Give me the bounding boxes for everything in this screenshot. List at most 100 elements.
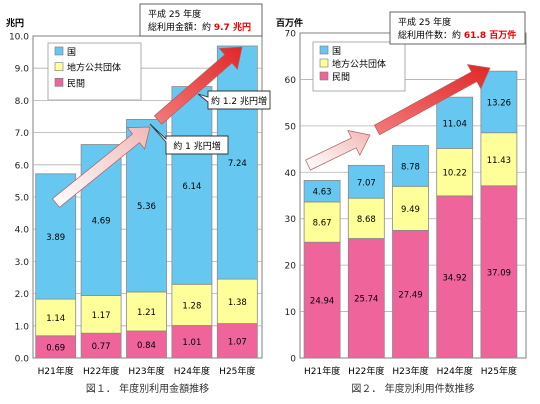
legend-box: [47, 42, 142, 101]
x-tick-label: H24年度: [174, 365, 210, 377]
callout-line1: 平成 25 年度: [398, 16, 451, 28]
bar-minkan: [480, 185, 518, 359]
bar-kuni: [392, 145, 429, 187]
y-tick-label: 2.0: [15, 290, 30, 300]
legend-label: 民間: [67, 78, 85, 89]
bar-chiho: [303, 201, 341, 243]
legend-swatch: [54, 62, 64, 71]
x-tick-label: H24年度: [437, 365, 473, 377]
callout-box: [389, 11, 526, 45]
x-tick-label: H25年度: [219, 365, 255, 377]
data-label: 3.89: [46, 233, 65, 243]
y-tick-label: 4.0: [15, 226, 30, 236]
callout-prefix: 総利用金額：約: [148, 21, 214, 33]
data-label: 37.09: [487, 268, 511, 278]
y-tick-label: 70: [285, 30, 297, 40]
data-label: 1.01: [182, 338, 201, 348]
data-label: 4.69: [92, 217, 111, 227]
legend-label: 国: [67, 47, 76, 58]
legend-swatch: [54, 46, 64, 56]
y-tick-label: 0: [290, 355, 296, 365]
y-tick-label: 5.0: [15, 194, 30, 204]
callout-line2: 総利用金額：約 9.7 兆円: [148, 21, 251, 33]
data-label: 4.63: [313, 188, 332, 198]
y-tick-label: 8.0: [15, 97, 30, 107]
x-tick-label: H23年度: [128, 365, 164, 377]
y-tick-label: 30: [285, 215, 297, 225]
data-label: 8.68: [357, 215, 376, 225]
legend-box: [312, 41, 406, 92]
callout-line1: 平成 25 年度: [148, 8, 201, 20]
y-tick-label: 10: [285, 308, 297, 318]
bar-minkan: [171, 325, 213, 359]
y-tick-label: 50: [285, 122, 297, 132]
legend-swatch: [319, 58, 329, 68]
y-tick-label: 60: [285, 76, 297, 86]
legend-swatch: [319, 45, 329, 55]
y-tick-label: 7.0: [15, 129, 30, 139]
y-tick-label: 1.0: [15, 322, 30, 332]
bar-chiho: [480, 132, 518, 187]
data-label: 8.78: [401, 162, 420, 172]
legend-swatch: [319, 71, 329, 81]
bar-chiho: [392, 185, 429, 231]
data-label: 0.77: [92, 342, 111, 352]
growth-arrow: [373, 64, 491, 136]
bar-chiho: [216, 278, 258, 324]
bar-kuni: [347, 164, 385, 199]
callout-value: 61.8 百万件: [464, 29, 516, 41]
legend-label: 国: [332, 46, 341, 57]
y-tick-label: 9.0: [15, 65, 30, 75]
bar-minkan: [436, 195, 474, 359]
x-tick-label: H21年度: [38, 365, 74, 377]
bar-chiho: [347, 197, 385, 239]
data-label: 25.74: [354, 295, 378, 305]
y-tick-label: 20: [285, 262, 297, 272]
data-label: 0.69: [46, 343, 65, 353]
annotation-box: [149, 123, 229, 155]
data-label: 10.22: [443, 169, 467, 179]
data-label: 1.07: [228, 337, 247, 347]
x-tick-label: H22年度: [348, 365, 384, 377]
bar-kuni: [436, 96, 474, 149]
x-tick-label: H21年度: [304, 365, 340, 377]
legend-label: 民間: [332, 72, 350, 83]
bar-minkan: [216, 323, 258, 359]
growth-arrow: [305, 130, 371, 171]
bar-chiho: [171, 283, 213, 326]
data-label: 11.43: [487, 156, 511, 166]
data-label: 6.14: [182, 182, 201, 192]
data-label: 5.36: [137, 202, 156, 212]
y-tick-label: 10.0: [9, 33, 29, 43]
bar-kuni: [303, 180, 341, 203]
data-label: 11.04: [443, 119, 467, 129]
data-label: 1.38: [228, 298, 247, 308]
data-label: 1.14: [46, 314, 65, 324]
unit-label: 兆円: [6, 17, 24, 29]
bar-minkan: [392, 229, 429, 359]
legend-label: 地方公共団体: [67, 62, 121, 74]
data-label: 1.28: [182, 301, 201, 311]
y-tick-label: 6.0: [15, 161, 30, 171]
x-tick-label: H25年度: [481, 365, 517, 377]
bar-chiho: [35, 298, 77, 337]
x-tick-label: H23年度: [392, 365, 428, 377]
callout-box: [139, 3, 263, 37]
data-label: 9.49: [401, 205, 420, 215]
annotation-label: 約 1 兆円増: [173, 140, 220, 152]
figure-caption: 図２． 年度別利用件数推移: [351, 382, 474, 395]
unit-label: 百万件: [276, 17, 303, 29]
bar-chiho: [126, 291, 167, 332]
growth-arrow: [52, 126, 151, 208]
bar-minkan: [347, 238, 385, 359]
y-tick-label: 3.0: [15, 258, 30, 268]
callout-value: 9.7 兆円: [214, 21, 251, 33]
annotation-label: 約 1.2 兆円増: [211, 95, 267, 107]
annotation-box: [197, 90, 271, 110]
callout-line2: 総利用件数：約 61.8 百万件: [398, 29, 516, 41]
growth-arrow: [153, 46, 243, 125]
figure-caption: 図１． 年度別利用金額推移: [86, 382, 209, 395]
x-tick-label: H22年度: [83, 365, 119, 377]
data-label: 27.49: [398, 291, 422, 301]
data-label: 34.92: [443, 273, 467, 283]
